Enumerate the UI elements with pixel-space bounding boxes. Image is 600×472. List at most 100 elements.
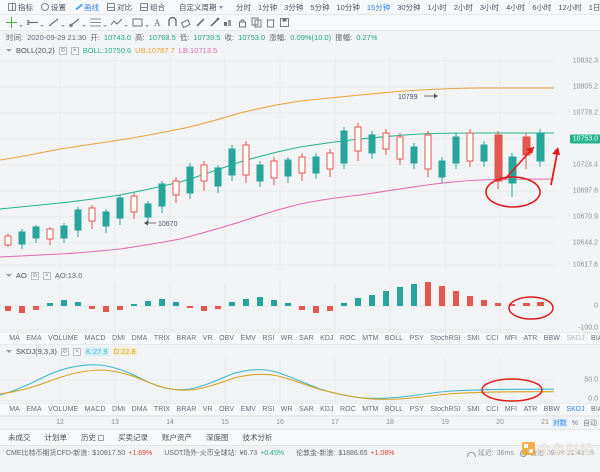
ind2-tab-macd[interactable]: MACD bbox=[84, 406, 106, 413]
toolbar-compare-button[interactable]: 对比 bbox=[103, 1, 136, 14]
ao-close-icon[interactable]: ✕ bbox=[42, 271, 51, 280]
ind2-tab-atr[interactable]: ATR bbox=[523, 406, 538, 413]
eraser-tool-icon[interactable] bbox=[180, 16, 193, 29]
ind2-tab-obv[interactable]: OBV bbox=[219, 406, 235, 413]
toolbar-draw-button[interactable]: 画线 bbox=[70, 1, 103, 14]
ind-tab-atr[interactable]: ATR bbox=[523, 335, 538, 342]
price-chart-panel[interactable]: 10799 10670 10832.3 10805. bbox=[0, 57, 600, 269]
nav-depth-chart[interactable]: 深度图 bbox=[206, 433, 229, 442]
ind-tab-boll[interactable]: BOLL bbox=[384, 335, 404, 342]
ind2-tab-stochrsi[interactable]: StochRSI bbox=[430, 406, 461, 413]
ind-tab-stochrsi[interactable]: StochRSI bbox=[430, 335, 461, 342]
ind-tab-bbw[interactable]: BBW bbox=[543, 335, 560, 342]
chevron-down-icon[interactable] bbox=[40, 25, 44, 27]
magnet-tool-icon[interactable] bbox=[166, 16, 179, 29]
timeframe-6h[interactable]: 6小时 bbox=[532, 2, 552, 12]
trend-line-tool-icon[interactable] bbox=[47, 16, 60, 29]
ind2-tab-ema[interactable]: EMA bbox=[26, 406, 42, 413]
ind-tab-skdj[interactable]: SKDJ bbox=[566, 335, 585, 342]
ind-tab-bias[interactable]: BIAS bbox=[591, 335, 600, 342]
ind2-tab-ma[interactable]: MA bbox=[9, 406, 20, 413]
skdj-indicator-panel[interactable]: 50.0 0.0 bbox=[0, 358, 600, 403]
ind-tab-obv[interactable]: OBV bbox=[219, 335, 235, 342]
ind-tab-cci[interactable]: CCI bbox=[486, 335, 499, 342]
fibonacci-tool-icon[interactable] bbox=[89, 16, 102, 29]
crosshair-tool-icon[interactable] bbox=[5, 16, 18, 29]
toolbar-combine-button[interactable]: 组合 bbox=[136, 1, 169, 14]
ind-tab-vr[interactable]: VR bbox=[202, 335, 213, 342]
ind2-tab-skdj[interactable]: SKDJ bbox=[566, 406, 585, 413]
nav-history[interactable]: 历史 bbox=[81, 432, 104, 443]
boll-settings-icon[interactable]: ⚙ bbox=[58, 46, 67, 55]
nav-plan-orders[interactable]: 计划单 bbox=[44, 433, 68, 442]
ray-tool-icon[interactable] bbox=[68, 16, 81, 29]
ind2-tab-dmi[interactable]: DMI bbox=[112, 406, 126, 413]
ind2-tab-volume[interactable]: VOLUME bbox=[48, 406, 79, 413]
timeframe-30m[interactable]: 30分钟 bbox=[397, 2, 421, 12]
ticker-usdt-otc[interactable]: USDT场外-火币全球站: ¥6.73 +0.45% bbox=[164, 448, 284, 458]
custom-period-select[interactable]: 自定义周期 bbox=[175, 1, 227, 14]
axis-auto-toggle[interactable]: 自动 bbox=[583, 420, 597, 427]
palette-tool-icon[interactable] bbox=[222, 16, 235, 29]
toolbar-indicator-button[interactable]: 指标 bbox=[4, 1, 37, 14]
ind-tab-brar[interactable]: BRAR bbox=[176, 335, 197, 342]
text-tool-icon[interactable]: A bbox=[152, 16, 165, 29]
ind-tab-ma[interactable]: MA bbox=[9, 335, 20, 342]
axis-log-toggle[interactable]: 对数 bbox=[551, 418, 568, 428]
rectangle-tool-icon[interactable] bbox=[131, 16, 144, 29]
horizontal-line-tool-icon[interactable] bbox=[26, 16, 39, 29]
ind2-tab-vr[interactable]: VR bbox=[202, 406, 213, 413]
ind-tab-roc[interactable]: ROC bbox=[340, 335, 356, 342]
timeframe-5m[interactable]: 5分钟 bbox=[310, 2, 330, 12]
timeframe-1m[interactable]: 1分钟 bbox=[258, 2, 278, 12]
chevron-down-icon[interactable] bbox=[103, 25, 107, 27]
ind-tab-emv[interactable]: EMV bbox=[240, 335, 257, 342]
ind-tab-mfi[interactable]: MFI bbox=[504, 335, 518, 342]
ind-tab-sar[interactable]: SAR bbox=[299, 335, 314, 342]
timeframe-2h[interactable]: 2小时 bbox=[453, 2, 473, 12]
ind2-tab-brar[interactable]: BRAR bbox=[176, 406, 197, 413]
ind2-tab-smi[interactable]: SMI bbox=[467, 406, 480, 413]
ind-tab-psy[interactable]: PSY bbox=[409, 335, 424, 342]
timeframe-3h[interactable]: 3小时 bbox=[479, 2, 500, 12]
ind2-tab-trix[interactable]: TRIX bbox=[153, 406, 171, 413]
trash-tool-icon[interactable] bbox=[264, 16, 277, 29]
ind-tab-smi[interactable]: SMI bbox=[467, 335, 480, 342]
ind-tab-dmi[interactable]: DMI bbox=[112, 335, 126, 342]
ao-indicator-panel[interactable]: 0 -100.0 bbox=[0, 282, 600, 332]
ind2-tab-cci[interactable]: CCI bbox=[486, 406, 499, 413]
ind-tab-kdj[interactable]: KDJ bbox=[320, 335, 334, 342]
chevron-down-icon[interactable] bbox=[145, 25, 149, 27]
ind2-tab-kdj[interactable]: KDJ bbox=[320, 406, 334, 413]
lock-tool-icon[interactable] bbox=[236, 16, 249, 29]
nav-technical-analysis[interactable]: 技术分析 bbox=[242, 433, 273, 442]
timeframe-15m[interactable]: 15分钟 bbox=[366, 2, 391, 12]
chevron-down-icon[interactable] bbox=[61, 25, 65, 27]
pencil-tool-icon[interactable] bbox=[194, 16, 207, 29]
ind-tab-ema[interactable]: EMA bbox=[26, 335, 42, 342]
chevron-down-icon[interactable] bbox=[124, 25, 128, 27]
ind2-tab-mtm[interactable]: MTM bbox=[362, 406, 379, 413]
ind-tab-volume[interactable]: VOLUME bbox=[48, 335, 79, 342]
skdj-settings-icon[interactable]: ⚙ bbox=[60, 347, 69, 356]
nav-trade-records[interactable]: 买卖记录 bbox=[118, 433, 148, 442]
time-axis[interactable]: 12 13 14 15 16 17 18 19 20 21 对数 % 自动 bbox=[0, 416, 600, 429]
ind-tab-mtm[interactable]: MTM bbox=[362, 335, 379, 342]
ind2-tab-dma[interactable]: DMA bbox=[131, 406, 148, 413]
boll-close-icon[interactable]: ✕ bbox=[70, 46, 79, 55]
ind2-tab-sar[interactable]: SAR bbox=[299, 406, 314, 413]
ind2-tab-rsi[interactable]: RSI bbox=[262, 406, 275, 413]
collapse-chevron-icon[interactable] bbox=[6, 274, 12, 277]
ind2-tab-bias[interactable]: BIAS bbox=[591, 406, 600, 413]
toolbar-settings-button[interactable]: 设置 bbox=[37, 1, 70, 14]
ind-tab-trix[interactable]: TRIX bbox=[153, 335, 171, 342]
ind2-tab-bbw[interactable]: BBW bbox=[543, 406, 560, 413]
brush-tool-icon[interactable] bbox=[208, 16, 221, 29]
chevron-down-icon[interactable] bbox=[19, 25, 23, 27]
ao-settings-icon[interactable]: ⚙ bbox=[30, 271, 39, 280]
timeframe-fenshi[interactable]: 分时 bbox=[236, 2, 251, 12]
ind2-tab-roc[interactable]: ROC bbox=[340, 406, 356, 413]
copy-tool-icon[interactable] bbox=[250, 16, 263, 29]
timeframe-3m[interactable]: 3分钟 bbox=[284, 2, 304, 12]
ticker-cme-btc[interactable]: CME比特币期货CFD-新浪: $10817.50 +1.69% bbox=[6, 448, 152, 458]
